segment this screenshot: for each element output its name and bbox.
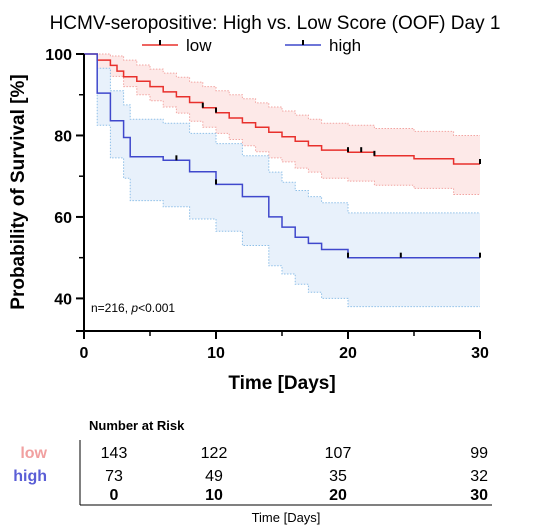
x-tick-label-10: 10: [207, 345, 225, 362]
annotation-prefix: n=216,: [91, 301, 131, 315]
y-tick-label-80: 80: [54, 128, 72, 145]
risk-table-x-label: Time [Days]: [252, 510, 321, 525]
x-axis-label: Time [Days]: [228, 373, 335, 394]
y-axis-label: Probability of Survival [%]: [8, 74, 29, 309]
ci-upper-high: [84, 53, 480, 214]
risk-cell-high-0: 73: [105, 468, 123, 485]
ci-upper-low: [84, 53, 480, 136]
risk-row-label-high: high: [13, 468, 47, 485]
risk-time-0: 0: [110, 487, 119, 504]
y-ticks: 40 60 80 100: [45, 47, 84, 308]
risk-cell-low-1: 122: [201, 445, 228, 462]
legend: low high: [142, 36, 361, 55]
x-tick-label-20: 20: [339, 345, 357, 362]
risk-cell-low-2: 107: [325, 445, 352, 462]
risk-table-cells: 143 122 107 99 73 49 35 32 0 10 20 30: [101, 445, 488, 504]
n-p-annotation: n=216, p<0.001: [91, 301, 175, 315]
risk-cell-high-3: 32: [470, 468, 488, 485]
risk-cell-high-2: 35: [329, 468, 347, 485]
ci-band-low: [84, 54, 480, 195]
legend-high-label: high: [329, 36, 361, 55]
risk-table: Number at Risk low high 143 122 107 99 73 49 3…: [13, 418, 492, 525]
survival-line-high: [84, 53, 480, 259]
y-tick-label-100: 100: [45, 47, 72, 64]
x-tick-label-0: 0: [80, 345, 89, 362]
risk-cell-low-3: 99: [470, 445, 488, 462]
confidence-bands: [84, 53, 480, 308]
x-ticks: 0 10 20 30: [80, 331, 489, 362]
risk-table-title: Number at Risk: [89, 418, 185, 433]
annotation-p-value: <0.001: [138, 301, 175, 315]
risk-time-10: 10: [205, 487, 223, 504]
y-tick-label-40: 40: [54, 291, 72, 308]
axes: [76, 54, 480, 332]
ci-lower-low: [84, 53, 480, 195]
risk-time-20: 20: [329, 487, 347, 504]
ci-lower-high: [84, 53, 480, 308]
legend-low-label: low: [186, 36, 212, 55]
legend-item-high: high: [285, 36, 361, 55]
censor-marks: [175, 102, 481, 258]
risk-cell-low-0: 143: [101, 445, 128, 462]
y-tick-label-60: 60: [54, 210, 72, 227]
risk-row-label-low: low: [20, 445, 47, 462]
x-tick-label-30: 30: [471, 345, 489, 362]
annotation-p-symbol: p: [130, 301, 138, 315]
legend-item-low: low: [142, 36, 212, 55]
chart-title: HCMV-seropositive: High vs. Low Score (O…: [50, 13, 501, 34]
risk-cell-high-1: 49: [205, 468, 223, 485]
risk-time-30: 30: [470, 487, 488, 504]
